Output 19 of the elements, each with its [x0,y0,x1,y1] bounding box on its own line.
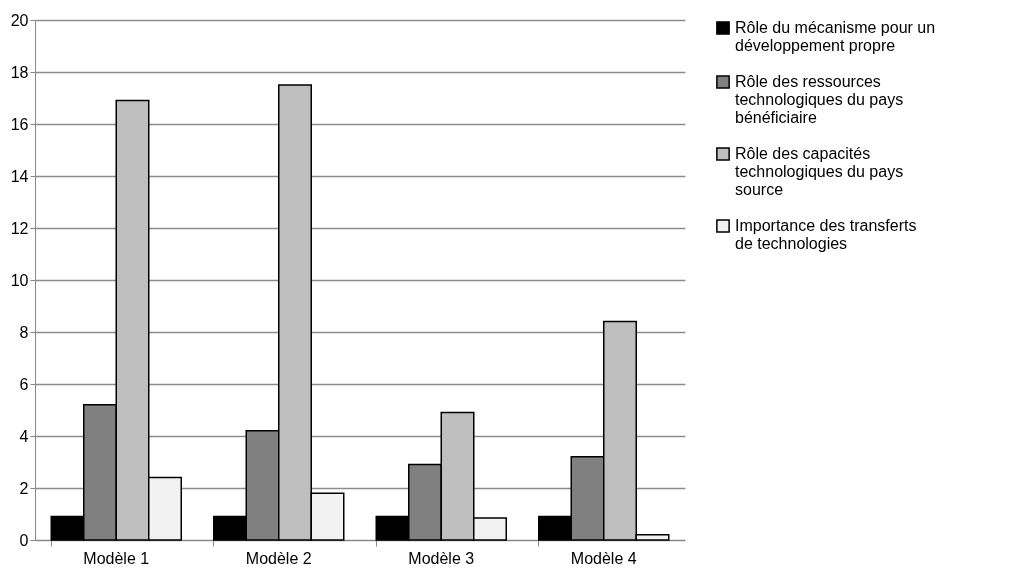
y-tick-label: 20 [10,11,29,29]
y-tick-label: 0 [19,531,29,549]
y-tick-label: 2 [19,479,29,497]
legend-label: Importance des transferts de technologies [735,217,917,252]
x-tick-label: Modèle 2 [245,549,312,567]
y-tick-label: 6 [19,375,29,393]
legend-label: Rôle des capacités technologiques du pays source [735,145,904,198]
x-tick-label: Modèle 4 [570,549,637,567]
y-tick-label: 4 [19,427,29,445]
x-tick-label: Modèle 3 [408,549,475,567]
y-tick-label: 16 [10,115,29,133]
legend-label: Rôle du mécanisme pour un développement propre [735,19,936,54]
y-tick-label: 10 [10,271,29,289]
legend-label: Rôle des ressources technologiques du pays bénéficiaire [735,73,904,126]
y-tick-label: 18 [10,63,29,81]
x-tick-label: Modèle 1 [83,549,150,567]
y-tick-label: 8 [19,323,29,341]
y-tick-label: 12 [10,219,29,237]
y-tick-label: 14 [10,167,29,185]
